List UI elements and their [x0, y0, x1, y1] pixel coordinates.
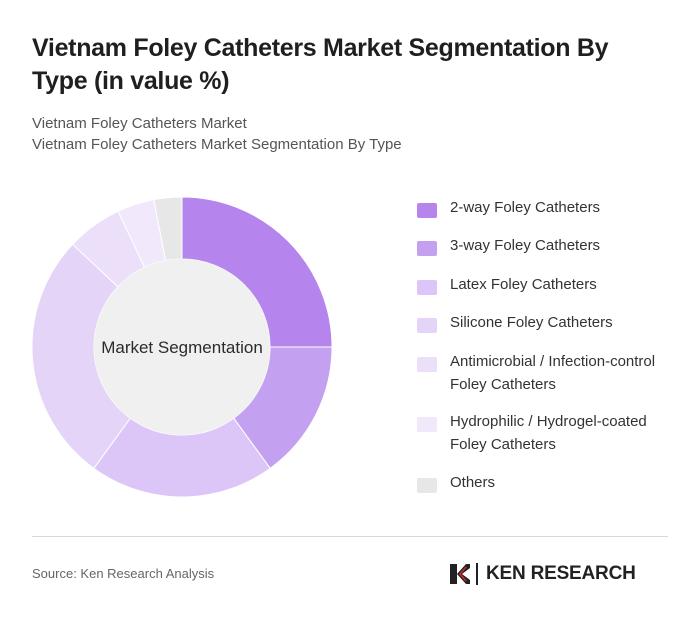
legend-item: Antimicrobial / Infection-control Foley … [417, 350, 675, 396]
legend-label: 3-way Foley Catheters [450, 237, 601, 254]
legend-item: 2-way Foley Catheters [417, 196, 675, 219]
ken-research-logo-icon [450, 564, 470, 584]
legend-label: Others [450, 474, 496, 491]
chart-subtitle: Vietnam Foley Catheters Market Vietnam F… [32, 113, 402, 155]
legend-item: Latex Foley Catheters [417, 273, 675, 296]
ken-research-logo: KEN RESEARCH [448, 561, 636, 587]
legend-item: Hydrophilic / Hydrogel-coated Foley Cath… [417, 410, 675, 456]
legend-label: Hydrophilic / Hydrogel-coated Foley Cath… [450, 413, 647, 453]
legend-swatch [417, 417, 437, 432]
donut-center-label: Market Segmentation [101, 338, 263, 357]
legend-label: 2-way Foley Catheters [450, 199, 601, 216]
chart-title: Vietnam Foley Catheters Market Segmentat… [32, 34, 609, 95]
legend-label: Silicone Foley Catheters [450, 314, 613, 331]
donut-svg: Market Segmentation [31, 196, 333, 498]
donut-chart: Market Segmentation [22, 188, 342, 508]
legend-label: Antimicrobial / Infection-control Foley … [450, 353, 656, 393]
legend-item: Silicone Foley Catheters [417, 311, 675, 334]
brand-name: KEN RESEARCH [486, 563, 636, 584]
legend-swatch [417, 318, 437, 333]
legend-item: 3-way Foley Catheters [417, 234, 675, 257]
source-note: Source: Ken Research Analysis [32, 566, 215, 581]
legend-swatch [417, 280, 437, 295]
legend-label: Latex Foley Catheters [450, 276, 597, 293]
legend-item: Others [417, 471, 675, 494]
subtitle-line-market: Vietnam Foley Catheters Market [32, 115, 247, 132]
subtitle-line-segmentation: Vietnam Foley Catheters Market Segmentat… [32, 136, 402, 153]
legend-swatch [417, 357, 437, 372]
legend-swatch [417, 203, 437, 218]
footer-divider [32, 536, 668, 537]
logo-separator [476, 563, 478, 585]
donut-center [94, 259, 270, 435]
legend-swatch [417, 478, 437, 493]
legend-swatch [417, 241, 437, 256]
